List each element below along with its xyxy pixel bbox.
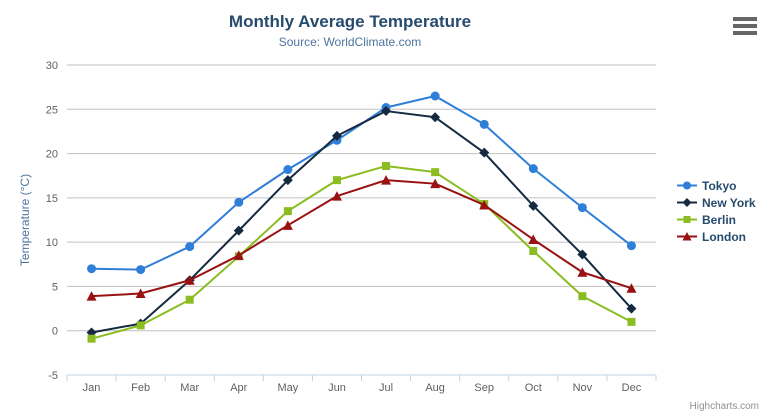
data-point-london-apr[interactable] — [233, 250, 244, 260]
data-point-tokyo-sep[interactable] — [479, 119, 489, 129]
x-tick-label: Aug — [425, 382, 445, 394]
data-point-new-york-jul[interactable] — [381, 106, 392, 117]
x-tick-label: Oct — [525, 382, 542, 394]
data-point-new-york-oct[interactable] — [528, 200, 539, 211]
data-point-new-york-nov[interactable] — [577, 249, 588, 260]
x-axis — [66, 374, 657, 381]
y-tick-label: 15 — [46, 193, 58, 205]
y-tick-label: 5 — [52, 281, 58, 293]
x-tick-label: Sep — [474, 382, 494, 394]
x-tick-label: Jan — [83, 382, 101, 394]
data-point-tokyo-mar[interactable] — [185, 242, 195, 252]
data-point-new-york-apr[interactable] — [233, 225, 244, 236]
series-tokyo[interactable] — [87, 91, 636, 275]
data-point-london-dec[interactable] — [626, 283, 637, 293]
x-tick-label: Nov — [573, 382, 593, 394]
data-point-new-york-may[interactable] — [282, 175, 293, 186]
data-point-berlin-jan[interactable] — [87, 334, 96, 343]
x-tick-label: Jul — [379, 382, 393, 394]
data-point-berlin-may[interactable] — [283, 207, 292, 216]
data-point-new-york-sep[interactable] — [479, 147, 490, 158]
chart-subtitle: Source: WorldClimate.com — [278, 35, 422, 49]
data-point-tokyo-may[interactable] — [283, 165, 293, 175]
data-point-tokyo-dec[interactable] — [626, 241, 636, 251]
series-line-tokyo[interactable] — [91, 95, 633, 271]
chart-title: Monthly Average Temperature — [228, 12, 472, 31]
data-point-new-york-dec[interactable] — [626, 303, 637, 314]
legend-label-new-york: New York — [702, 195, 756, 210]
data-point-tokyo-aug[interactable] — [430, 91, 440, 101]
legend-marker-new-york — [677, 198, 697, 207]
x-tick-label: Mar — [180, 382, 199, 394]
data-point-tokyo-apr[interactable] — [234, 197, 244, 207]
data-point-london-jul[interactable] — [381, 175, 392, 185]
legend-label-tokyo: Tokyo — [702, 178, 737, 193]
data-point-london-nov[interactable] — [577, 267, 588, 277]
x-tick-label: May — [277, 382, 298, 394]
data-point-london-jun[interactable] — [331, 191, 342, 201]
y-tick-label: 10 — [46, 237, 58, 249]
y-tick-label: -5 — [48, 370, 58, 382]
legend-item-london[interactable]: London — [677, 228, 756, 245]
context-menu-button[interactable] — [733, 17, 757, 35]
data-point-london-jan[interactable] — [86, 291, 97, 301]
legend-label-london: London — [702, 229, 746, 244]
data-point-tokyo-oct[interactable] — [528, 164, 538, 174]
y-tick-label: 25 — [46, 104, 58, 116]
data-point-london-oct[interactable] — [528, 234, 539, 244]
series-line-new-york[interactable] — [91, 110, 633, 334]
y-tick-label: 20 — [46, 149, 58, 161]
data-point-berlin-dec[interactable] — [627, 317, 636, 326]
legend-item-tokyo[interactable]: Tokyo — [677, 177, 756, 194]
data-point-berlin-oct[interactable] — [529, 247, 538, 255]
x-axis-labels: Jan Feb Mar Apr May Jun Jul Aug Sep Oct Nov Dec — [83, 382, 642, 394]
hamburger-icon — [733, 31, 757, 35]
series-line-berlin[interactable] — [91, 164, 632, 340]
legend-item-berlin[interactable]: Berlin — [677, 211, 756, 228]
legend-marker-berlin — [677, 216, 697, 223]
legend-marker-london — [677, 232, 697, 241]
legend-marker-tokyo — [677, 181, 697, 190]
x-tick-label: Feb — [131, 382, 150, 394]
data-point-tokyo-nov[interactable] — [577, 203, 587, 213]
data-point-london-feb[interactable] — [135, 288, 146, 299]
y-tick-label: 30 — [46, 60, 58, 72]
data-point-berlin-jun[interactable] — [332, 176, 341, 185]
series-new-york[interactable] — [86, 106, 637, 338]
data-point-london-aug[interactable] — [430, 178, 441, 189]
y-axis-labels: -5 0 5 10 15 20 25 30 — [46, 60, 58, 382]
x-tick-label: Apr — [230, 382, 247, 394]
y-tick-label: 0 — [52, 326, 58, 338]
highcharts-credit[interactable]: Highcharts.com — [689, 401, 759, 412]
data-point-new-york-jun[interactable] — [331, 130, 342, 141]
hamburger-icon — [733, 24, 757, 28]
data-point-new-york-aug[interactable] — [430, 112, 441, 123]
data-point-london-sep[interactable] — [479, 199, 490, 210]
data-point-berlin-aug[interactable] — [431, 168, 440, 177]
legend-item-new-york[interactable]: New York — [677, 194, 756, 211]
data-point-berlin-nov[interactable] — [578, 292, 587, 301]
legend-label-berlin: Berlin — [702, 212, 737, 227]
data-point-tokyo-jan[interactable] — [87, 264, 97, 274]
series-london[interactable] — [86, 175, 637, 301]
data-point-berlin-jul[interactable] — [382, 161, 391, 170]
hamburger-icon — [733, 17, 757, 21]
series-line-london[interactable] — [91, 179, 632, 298]
data-point-london-mar[interactable] — [184, 275, 195, 285]
x-tick-label: Jun — [328, 382, 346, 394]
gridlines — [67, 64, 656, 376]
legend: Tokyo New York Berlin London — [677, 177, 756, 245]
data-point-london-may[interactable] — [282, 220, 293, 230]
data-point-berlin-mar[interactable] — [185, 295, 194, 304]
x-tick-label: Dec — [622, 382, 642, 394]
data-point-tokyo-feb[interactable] — [136, 265, 146, 275]
data-point-berlin-feb[interactable] — [136, 321, 145, 330]
